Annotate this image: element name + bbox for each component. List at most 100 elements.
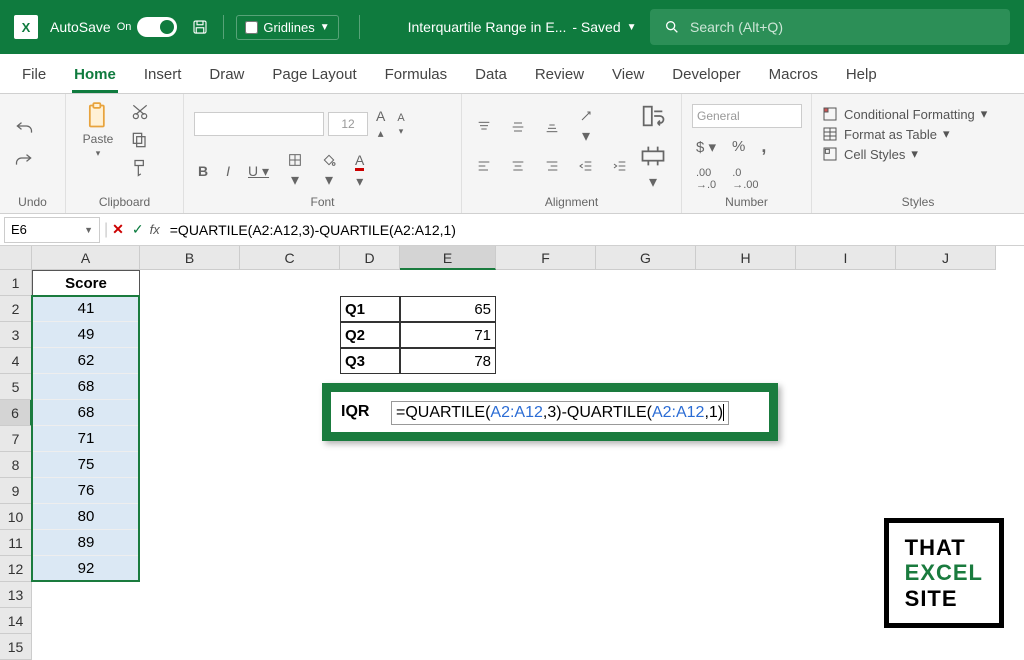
col-header-d[interactable]: D [340, 246, 400, 270]
row-header[interactable]: 12 [0, 556, 32, 582]
align-right-button[interactable] [540, 156, 564, 176]
col-header-a[interactable]: A [32, 246, 140, 270]
tab-home[interactable]: Home [72, 58, 118, 93]
format-as-table-button[interactable]: Format as Table ▾ [822, 126, 950, 142]
gridlines-checkbox[interactable] [245, 21, 258, 34]
cell-a5[interactable]: 68 [32, 374, 140, 400]
formula-input[interactable] [162, 222, 1024, 238]
chevron-down-icon[interactable]: ▼ [627, 22, 637, 33]
percent-button[interactable]: % [728, 136, 749, 157]
font-size-select[interactable] [328, 112, 368, 136]
col-header-g[interactable]: G [596, 246, 696, 270]
gridlines-toggle[interactable]: Gridlines ▼ [236, 15, 338, 40]
comma-button[interactable]: , [757, 134, 770, 159]
bold-button[interactable]: B [194, 161, 212, 181]
cut-button[interactable] [126, 100, 154, 124]
cell-a4[interactable]: 62 [32, 348, 140, 374]
row-header[interactable]: 8 [0, 452, 32, 478]
increase-font-button[interactable]: A▴ [372, 106, 389, 142]
cell-e3[interactable]: 71 [400, 322, 496, 348]
currency-button[interactable]: $ ▾ [692, 136, 720, 158]
font-family-select[interactable] [194, 112, 324, 136]
col-header-c[interactable]: C [240, 246, 340, 270]
row-header[interactable]: 10 [0, 504, 32, 530]
chevron-down-icon[interactable]: ▼ [84, 225, 93, 235]
row-header[interactable]: 1 [0, 270, 32, 296]
border-button[interactable]: ▾ [283, 150, 307, 192]
cell-styles-button[interactable]: Cell Styles ▾ [822, 146, 918, 162]
row-header[interactable]: 13 [0, 582, 32, 608]
row-header[interactable]: 4 [0, 348, 32, 374]
row-header[interactable]: 9 [0, 478, 32, 504]
confirm-formula-button[interactable]: ✓ [128, 221, 148, 238]
increase-decimal-button[interactable]: .00→.0 [692, 165, 720, 193]
row-header[interactable]: 5 [0, 374, 32, 400]
name-box[interactable]: E6▼ [4, 217, 100, 243]
col-header-b[interactable]: B [140, 246, 240, 270]
col-header-h[interactable]: H [696, 246, 796, 270]
font-color-button[interactable]: A ▾ [351, 150, 368, 192]
cell-a10[interactable]: 80 [32, 504, 140, 530]
tab-insert[interactable]: Insert [142, 58, 184, 93]
italic-button[interactable]: I [222, 161, 234, 181]
cell-e6-editing[interactable]: =QUARTILE(A2:A12,3)-QUARTILE(A2:A12,1) [391, 401, 729, 425]
decrease-indent-button[interactable] [574, 156, 598, 176]
cell-d2[interactable]: Q1 [340, 296, 400, 322]
conditional-formatting-button[interactable]: Conditional Formatting ▾ [822, 106, 987, 122]
copy-button[interactable] [126, 128, 154, 152]
underline-button[interactable]: U ▾ [244, 161, 273, 182]
align-middle-button[interactable] [506, 117, 530, 137]
row-header[interactable]: 3 [0, 322, 32, 348]
cells-area[interactable]: Score 41 49 62 68 68 71 75 76 80 89 92 Q… [32, 270, 1024, 660]
cell-e2[interactable]: 65 [400, 296, 496, 322]
decrease-decimal-button[interactable]: .0→.00 [728, 165, 762, 193]
row-header[interactable]: 15 [0, 634, 32, 660]
orientation-button[interactable]: ▾ [574, 106, 598, 148]
cell-d4[interactable]: Q3 [340, 348, 400, 374]
cell-e4[interactable]: 78 [400, 348, 496, 374]
redo-button[interactable] [10, 151, 38, 175]
decrease-font-button[interactable]: A▾ [393, 110, 408, 139]
tab-macros[interactable]: Macros [767, 58, 820, 93]
cell-a2[interactable]: 41 [32, 296, 140, 322]
align-top-button[interactable] [472, 117, 496, 137]
document-title[interactable]: Interquartile Range in E... - Saved ▼ [408, 19, 637, 35]
save-icon[interactable] [189, 16, 211, 38]
increase-indent-button[interactable] [608, 156, 632, 176]
tab-formulas[interactable]: Formulas [383, 58, 450, 93]
tab-file[interactable]: File [20, 58, 48, 93]
row-header[interactable]: 2 [0, 296, 32, 322]
paste-button[interactable]: Paste▾ [76, 100, 120, 161]
row-header[interactable]: 6 [0, 400, 32, 426]
row-header[interactable]: 14 [0, 608, 32, 634]
cell-a8[interactable]: 75 [32, 452, 140, 478]
search-box[interactable] [650, 9, 1010, 45]
align-center-button[interactable] [506, 156, 530, 176]
row-header[interactable]: 7 [0, 426, 32, 452]
cell-d3[interactable]: Q2 [340, 322, 400, 348]
merge-button[interactable]: ▾ [631, 140, 675, 194]
tab-page-layout[interactable]: Page Layout [270, 58, 358, 93]
cell-a12[interactable]: 92 [32, 556, 140, 582]
tab-draw[interactable]: Draw [207, 58, 246, 93]
tab-review[interactable]: Review [533, 58, 586, 93]
cell-a6[interactable]: 68 [32, 400, 140, 426]
autosave-toggle[interactable]: AutoSave On [50, 17, 177, 37]
number-format-select[interactable] [692, 104, 802, 128]
undo-button[interactable] [10, 119, 38, 143]
fill-color-button[interactable]: ▾ [317, 150, 341, 192]
tab-developer[interactable]: Developer [670, 58, 742, 93]
cell-a11[interactable]: 89 [32, 530, 140, 556]
col-header-j[interactable]: J [896, 246, 996, 270]
col-header-f[interactable]: F [496, 246, 596, 270]
tab-data[interactable]: Data [473, 58, 509, 93]
align-left-button[interactable] [472, 156, 496, 176]
cancel-formula-button[interactable]: ✕ [108, 221, 128, 238]
row-header[interactable]: 11 [0, 530, 32, 556]
col-header-i[interactable]: I [796, 246, 896, 270]
search-input[interactable] [690, 19, 996, 35]
fx-icon[interactable]: fx [148, 222, 162, 237]
cell-a7[interactable]: 71 [32, 426, 140, 452]
wrap-text-button[interactable] [631, 100, 675, 132]
tab-view[interactable]: View [610, 58, 646, 93]
